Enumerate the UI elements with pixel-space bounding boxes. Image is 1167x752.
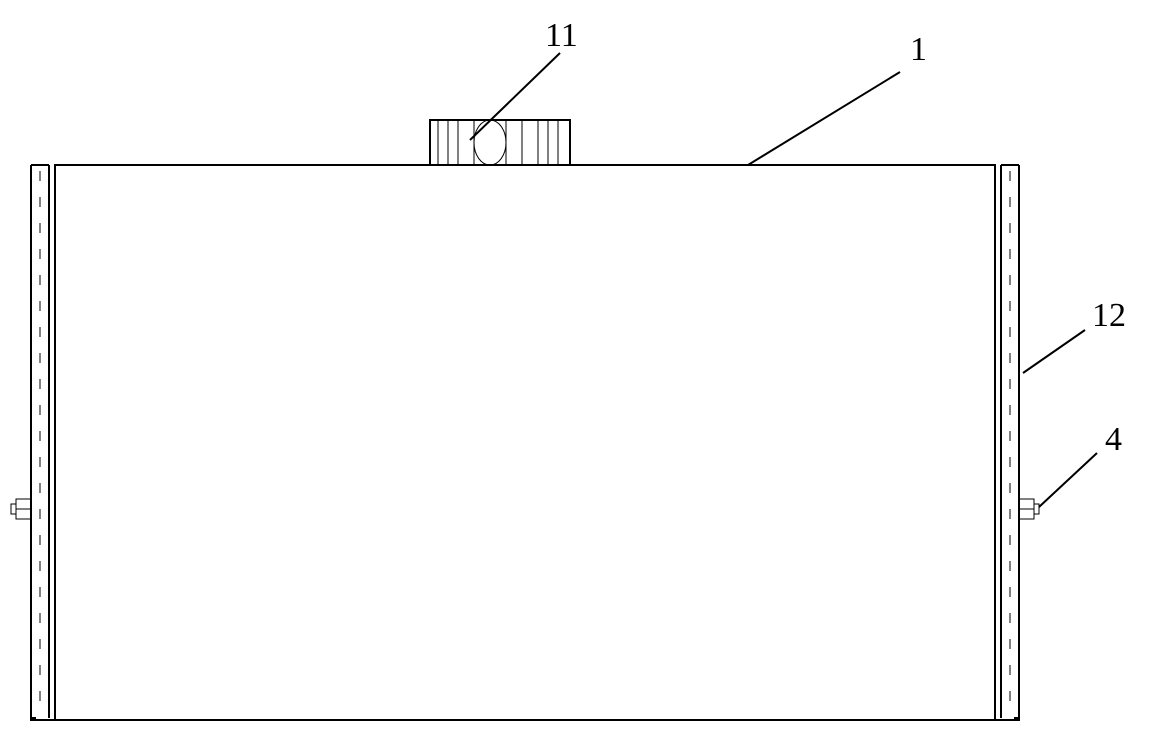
label-11: 11: [545, 17, 578, 54]
label-1: 1: [910, 31, 927, 68]
canvas-bg: [0, 0, 1167, 752]
technical-drawing-figure: 111124: [0, 0, 1167, 752]
label-4: 4: [1105, 421, 1122, 458]
label-12: 12: [1092, 297, 1126, 334]
